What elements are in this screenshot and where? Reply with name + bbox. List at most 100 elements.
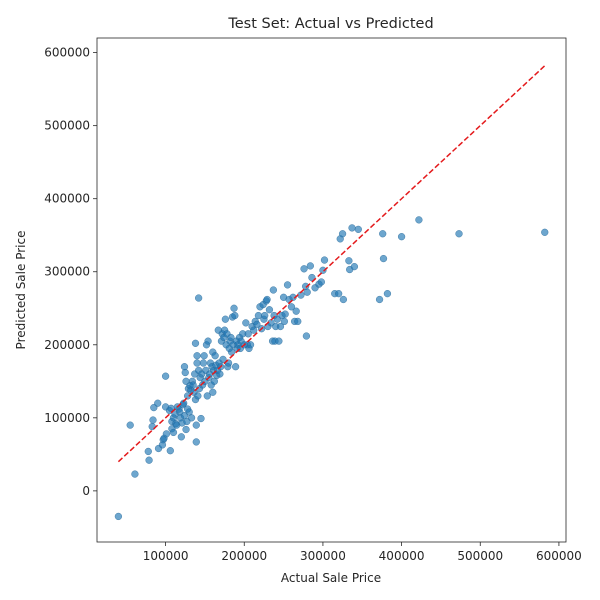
data-point bbox=[345, 257, 353, 265]
data-point bbox=[261, 311, 269, 320]
data-point bbox=[191, 339, 200, 347]
data-point bbox=[193, 359, 201, 367]
data-point bbox=[192, 438, 200, 446]
data-point bbox=[242, 319, 250, 327]
data-point bbox=[275, 337, 283, 345]
x-tick-label: 500000 bbox=[457, 549, 503, 563]
data-point bbox=[230, 304, 238, 312]
data-point bbox=[281, 310, 289, 318]
x-tick-label: 300000 bbox=[300, 549, 346, 563]
data-point bbox=[177, 433, 185, 441]
data-point bbox=[287, 303, 296, 311]
data-point bbox=[317, 278, 326, 286]
data-point bbox=[354, 225, 362, 234]
data-point bbox=[126, 421, 134, 429]
data-point bbox=[189, 381, 197, 389]
data-point bbox=[221, 315, 230, 323]
data-point bbox=[181, 368, 189, 377]
x-axis-label: Actual Sale Price bbox=[281, 571, 381, 585]
plot-frame bbox=[96, 37, 567, 543]
data-point bbox=[145, 456, 153, 464]
x-tick-label: 400000 bbox=[379, 549, 425, 563]
data-point bbox=[303, 288, 311, 296]
data-point bbox=[283, 281, 292, 289]
data-point bbox=[197, 414, 205, 423]
data-point bbox=[348, 224, 356, 232]
data-point bbox=[541, 228, 549, 236]
data-point bbox=[211, 352, 219, 360]
data-point bbox=[246, 341, 255, 349]
data-point bbox=[203, 392, 211, 400]
data-point bbox=[263, 295, 271, 304]
data-point bbox=[194, 294, 203, 302]
data-point bbox=[276, 322, 285, 331]
y-tick-label: 0 bbox=[82, 484, 90, 498]
data-point bbox=[182, 425, 190, 434]
data-point bbox=[227, 333, 235, 342]
data-point bbox=[383, 290, 392, 298]
data-point bbox=[375, 295, 384, 304]
data-point bbox=[306, 262, 314, 270]
data-point bbox=[302, 332, 311, 340]
data-point bbox=[231, 311, 239, 320]
x-tick-label: 600000 bbox=[536, 549, 582, 563]
data-point bbox=[339, 295, 348, 304]
data-point bbox=[379, 230, 387, 238]
data-point bbox=[219, 355, 227, 364]
y-tick-label: 500000 bbox=[44, 119, 90, 133]
plot-area bbox=[96, 37, 567, 543]
data-point bbox=[231, 363, 240, 371]
data-point bbox=[455, 230, 463, 238]
data-point bbox=[192, 421, 200, 429]
data-point bbox=[204, 337, 212, 345]
data-point bbox=[379, 254, 388, 263]
reference-line-layer bbox=[117, 65, 546, 463]
data-point bbox=[335, 290, 343, 298]
data-point bbox=[280, 317, 289, 326]
data-point bbox=[169, 428, 178, 437]
data-point bbox=[319, 266, 327, 274]
data-point bbox=[162, 430, 171, 438]
data-point bbox=[193, 352, 201, 360]
data-point bbox=[183, 392, 192, 400]
x-tick-label: 200000 bbox=[221, 549, 267, 563]
data-point bbox=[265, 306, 274, 314]
points-layer bbox=[114, 216, 549, 521]
x-axis: 100000 200000 300000 400000 500000 600000 bbox=[143, 542, 582, 563]
data-point bbox=[350, 262, 359, 271]
data-point bbox=[216, 370, 224, 378]
y-tick-label: 300000 bbox=[44, 265, 90, 279]
data-point bbox=[338, 230, 347, 238]
data-point bbox=[199, 359, 208, 367]
data-point bbox=[194, 392, 202, 400]
data-point bbox=[149, 416, 157, 424]
y-axis-label: Predicted Sale Price bbox=[14, 231, 28, 350]
data-point bbox=[294, 317, 302, 326]
data-point bbox=[161, 372, 170, 380]
data-point bbox=[415, 216, 423, 224]
chart-title: Test Set: Actual vs Predicted bbox=[227, 16, 433, 32]
data-point bbox=[187, 414, 196, 422]
data-point bbox=[200, 352, 208, 360]
data-point bbox=[114, 512, 123, 521]
y-tick-label: 600000 bbox=[44, 46, 90, 60]
data-point bbox=[131, 470, 139, 478]
y-tick-label: 100000 bbox=[44, 411, 90, 425]
data-point bbox=[250, 326, 258, 334]
data-point bbox=[244, 330, 252, 338]
data-point bbox=[209, 388, 217, 396]
data-point bbox=[300, 265, 308, 273]
data-point bbox=[166, 447, 174, 455]
x-tick-label: 100000 bbox=[143, 549, 189, 563]
data-point bbox=[144, 447, 152, 456]
y-tick-label: 200000 bbox=[44, 338, 90, 352]
data-point bbox=[397, 233, 406, 241]
data-point bbox=[320, 256, 329, 264]
y-axis: 0 100000 200000 300000 400000 500000 600000 bbox=[44, 46, 97, 498]
reference-line bbox=[117, 65, 546, 463]
data-point bbox=[253, 320, 261, 328]
y-tick-label: 400000 bbox=[44, 192, 90, 206]
data-point bbox=[269, 286, 278, 294]
